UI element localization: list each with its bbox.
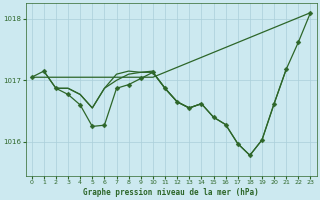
X-axis label: Graphe pression niveau de la mer (hPa): Graphe pression niveau de la mer (hPa) (83, 188, 259, 197)
